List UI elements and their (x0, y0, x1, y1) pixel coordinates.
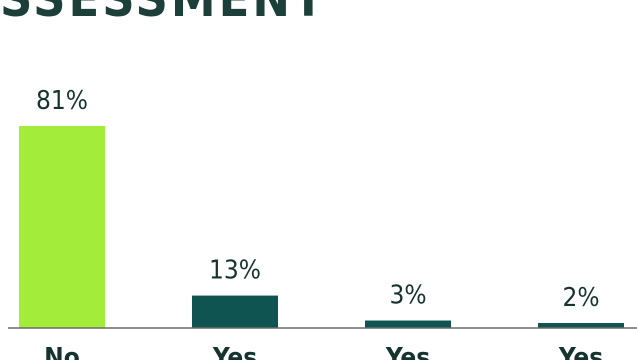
chart-title: SSESSMENT (0, 0, 327, 24)
category-label-3: Yes (385, 343, 430, 360)
value-labels-layer: 81% 13% 3% 2% (36, 86, 600, 313)
category-label-1: No (44, 343, 80, 360)
value-label-1: 81% (36, 86, 88, 116)
bar-4 (538, 323, 624, 328)
category-labels-layer: No Yes Yes Yes (44, 343, 603, 360)
bar-3 (365, 320, 451, 328)
bars-layer (19, 126, 624, 328)
value-label-4: 2% (562, 283, 599, 313)
category-label-4: Yes (558, 343, 603, 360)
bar-2 (192, 295, 278, 328)
category-label-2: Yes (212, 343, 257, 360)
value-label-3: 3% (389, 281, 426, 311)
bar-1 (19, 126, 105, 328)
value-label-2: 13% (209, 256, 261, 286)
